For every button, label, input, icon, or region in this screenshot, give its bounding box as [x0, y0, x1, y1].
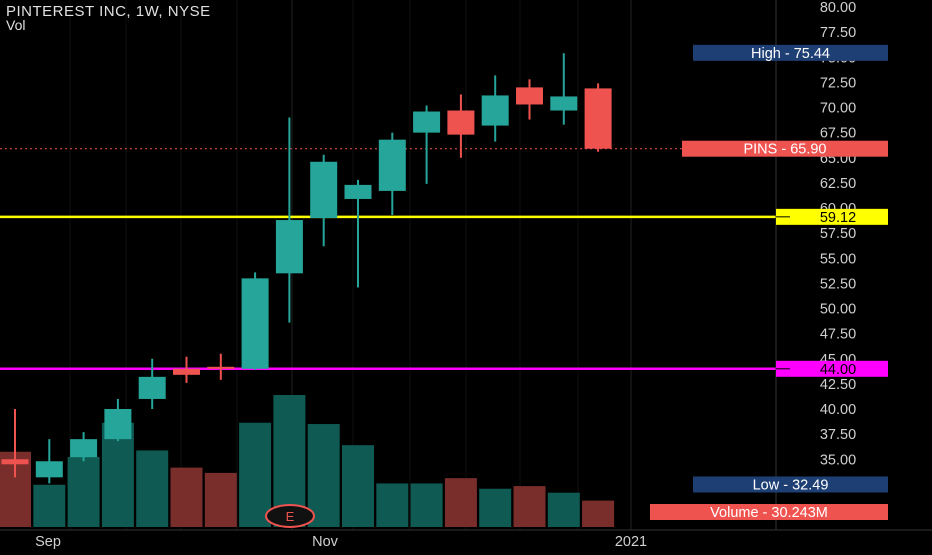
volume-label-text: Volume - 30.243M	[710, 505, 828, 521]
candle-body	[584, 88, 612, 149]
level-label-background	[776, 208, 888, 225]
price-label-text: High - 75.44	[751, 46, 830, 62]
volume-bar	[307, 424, 340, 527]
y-tick-label: 47.50	[820, 327, 856, 343]
y-tick-label: 35.00	[820, 452, 856, 468]
y-tick-label: 40.00	[820, 402, 856, 418]
level-label-text: 44.00	[820, 362, 856, 378]
candle-body	[516, 87, 543, 105]
y-tick-label: 55.00	[820, 251, 856, 267]
volume-bar	[239, 422, 272, 527]
earnings-marker[interactable]: E	[265, 504, 315, 528]
volume-bar	[170, 467, 203, 527]
candle-body	[275, 220, 303, 274]
y-tick-label: 77.50	[820, 25, 856, 41]
candle-body	[35, 461, 63, 478]
y-tick-label: 42.50	[820, 377, 856, 393]
y-tick-label: 67.50	[820, 126, 856, 142]
volume-bar	[376, 483, 409, 527]
y-tick-label: 52.50	[820, 276, 856, 292]
x-tick-label: 2021	[615, 534, 647, 550]
y-tick-label: 70.00	[820, 101, 856, 117]
y-tick-label: 72.50	[820, 75, 856, 91]
earnings-marker-text: E	[286, 509, 295, 524]
volume-bar	[342, 445, 374, 527]
candle-body	[378, 139, 406, 191]
candle-body	[310, 161, 338, 219]
x-tick-label: Nov	[312, 534, 339, 550]
volume-indicator-label: Vol	[6, 17, 26, 33]
volume-bar	[547, 492, 580, 527]
volume-bar	[513, 486, 546, 527]
candle-body	[413, 111, 441, 133]
volume-bar	[33, 484, 66, 527]
candle-body	[173, 368, 200, 375]
candle-body	[241, 278, 269, 369]
candle-body	[1, 459, 29, 465]
price-label-background	[693, 44, 888, 61]
candle-body	[550, 96, 578, 111]
y-tick-label: 80.00	[820, 0, 856, 16]
earnings-marker-circle	[265, 504, 315, 528]
price-label-background	[693, 476, 888, 493]
y-tick-label: 37.50	[820, 427, 856, 443]
volume-bar	[479, 488, 512, 527]
level-label-background	[776, 360, 888, 377]
level-label-text: 59.12	[820, 210, 856, 226]
candle-body	[104, 409, 132, 440]
volume-bar	[204, 472, 237, 527]
volume-bar	[136, 450, 169, 527]
candle-body	[207, 366, 235, 369]
y-tick-label: 62.50	[820, 176, 856, 192]
price-label-text: PINS - 65.90	[743, 142, 826, 158]
chart-title: PINTEREST INC, 1W, NYSE	[6, 3, 211, 20]
y-tick-label: 50.00	[820, 302, 856, 318]
candle-body	[70, 439, 98, 458]
candle-body	[447, 110, 475, 135]
candle-body	[344, 184, 372, 199]
y-tick-label: 57.50	[820, 226, 856, 242]
price-axis-background	[776, 0, 932, 550]
volume-bar	[582, 500, 615, 527]
price-label-text: Low - 32.49	[753, 477, 829, 493]
x-tick-label: Sep	[35, 534, 61, 550]
candle-body	[138, 376, 166, 399]
volume-bar	[410, 483, 443, 527]
candle-body	[481, 95, 509, 126]
volume-label-background	[650, 504, 888, 520]
volume-bar	[444, 478, 477, 527]
volume-bar	[67, 457, 100, 527]
price-label-background	[682, 140, 888, 157]
